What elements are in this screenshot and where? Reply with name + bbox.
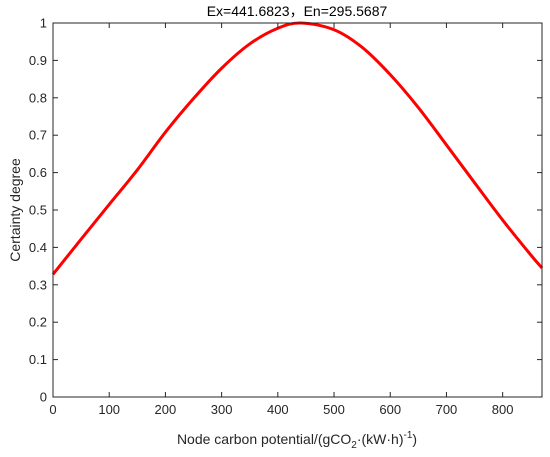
y-tick-label: 0.3 [29,277,47,292]
x-tick-label: 600 [379,402,401,417]
x-axis-label-middle: ·(kW·h) [357,431,404,447]
x-axis-label-prefix: Node carbon potential/(gCO [177,431,351,447]
x-tick-label: 300 [211,402,233,417]
y-tick-label: 0.9 [29,53,47,68]
x-tick-label: 800 [492,402,514,417]
y-axis-label: Certainty degree [7,158,23,262]
y-axis-ticks: 0 0.1 0.2 0.3 0.4 0.5 0.6 0.7 0.8 0.9 1 [29,16,542,405]
y-tick-label: 0.5 [29,203,47,218]
y-tick-label: 0.4 [29,240,47,255]
x-axis-label-superscript: -1 [403,430,412,441]
x-axis-label: Node carbon potential/(gCO2·(kW·h)-1) [177,430,417,451]
x-tick-label: 500 [323,402,345,417]
x-tick-label: 700 [436,402,458,417]
y-tick-label: 0.2 [29,315,47,330]
chart-title: Ex=441.6823，En=295.5687 [207,3,388,19]
y-tick-label: 0.1 [29,352,47,367]
x-axis-ticks: 0 100 200 300 400 500 600 700 800 [49,23,514,417]
x-tick-label: 0 [49,402,56,417]
y-tick-label: 0.6 [29,165,47,180]
y-tick-label: 0 [40,390,47,405]
x-tick-label: 200 [155,402,177,417]
x-tick-label: 400 [267,402,289,417]
plot-area [53,23,542,397]
x-tick-label: 100 [98,402,120,417]
y-tick-label: 1 [40,16,47,31]
y-tick-label: 0.7 [29,128,47,143]
y-tick-label: 0.8 [29,90,47,105]
x-axis-label-subscript: 2 [351,440,357,451]
x-axis-label-suffix: ) [412,431,417,447]
